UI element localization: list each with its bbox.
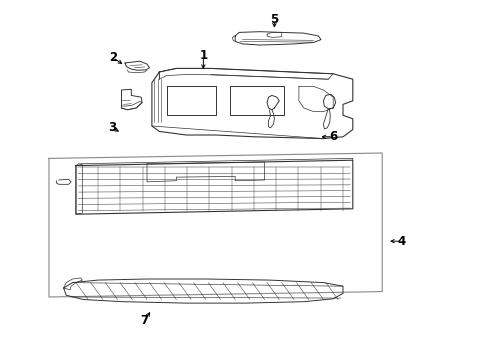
Text: 3: 3 xyxy=(109,121,117,134)
Text: 6: 6 xyxy=(329,130,337,143)
Text: 1: 1 xyxy=(199,49,207,62)
Text: 7: 7 xyxy=(141,314,148,327)
Text: 4: 4 xyxy=(398,235,406,248)
Text: 5: 5 xyxy=(270,13,278,26)
Text: 2: 2 xyxy=(109,51,117,64)
